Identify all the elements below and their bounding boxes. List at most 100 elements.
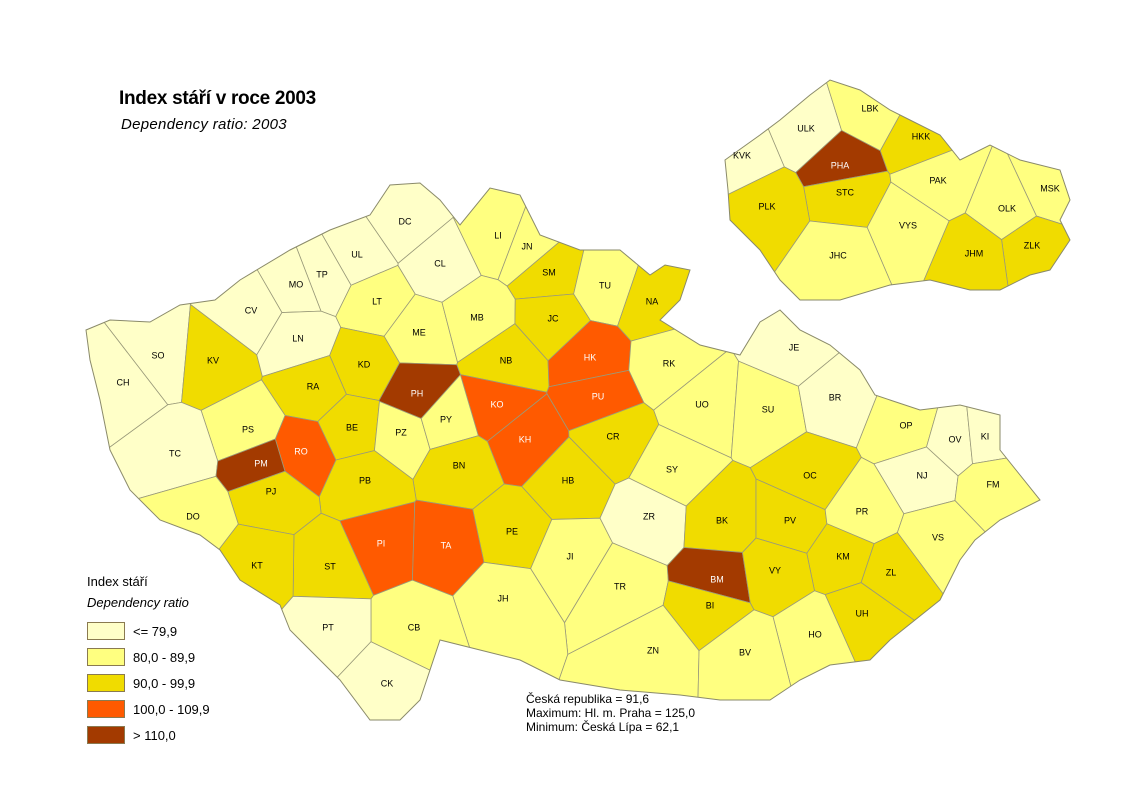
legend-subtitle: Dependency ratio — [87, 595, 189, 610]
district-label: SU — [762, 404, 775, 414]
district-label: MB — [470, 312, 484, 322]
district-label: CR — [607, 431, 620, 441]
district-label: ZN — [647, 645, 659, 655]
region-label: HKK — [912, 131, 931, 141]
district-label: BN — [453, 460, 466, 470]
district-label: PZ — [395, 427, 407, 437]
region-plk — [725, 166, 811, 300]
map-labels: DC CL LI JN UL TP MO CV LT ME MB SM TU NA JC SO CH KV LN KD… — [117, 103, 1060, 688]
region-label: JHC — [829, 250, 847, 260]
district-label: OV — [948, 434, 961, 444]
legend-item: <= 79,9 — [87, 618, 210, 644]
district-label: NJ — [917, 470, 928, 480]
district-label: KV — [207, 355, 219, 365]
map-title: Index stáří v roce 2003 — [119, 88, 316, 109]
district-label: LT — [372, 296, 382, 306]
stat-country: Česká republika = 91,6 — [526, 692, 650, 706]
district-label: CK — [381, 678, 394, 688]
legend-item: > 110,0 — [87, 722, 210, 748]
district-label: PR — [856, 506, 869, 516]
district-label: VY — [769, 565, 781, 575]
legend: Index stáří Dependency ratio <= 79,9 80,… — [87, 574, 210, 748]
district-label: BI — [706, 600, 715, 610]
legend-label: > 110,0 — [133, 727, 176, 743]
legend-swatch — [87, 700, 125, 718]
legend-item: 80,0 - 89,9 — [87, 644, 210, 670]
district-label: PE — [506, 526, 518, 536]
region-label: JHM — [965, 248, 984, 258]
district-label: NA — [646, 296, 659, 306]
district-label: PB — [359, 475, 371, 485]
district-label: TP — [316, 269, 328, 279]
district-label: PT — [322, 622, 334, 632]
region-label: PHA — [831, 160, 850, 170]
district-label: KT — [251, 560, 263, 570]
legend-swatch — [87, 674, 125, 692]
legend-swatch — [87, 622, 125, 640]
region-label: VYS — [899, 220, 917, 230]
district-label: JE — [789, 342, 800, 352]
region-label: STC — [836, 187, 855, 197]
district-label: PJ — [266, 486, 277, 496]
district-label: BR — [829, 392, 842, 402]
district-label: CV — [245, 305, 258, 315]
district-label: BK — [716, 515, 728, 525]
region-label: ZLK — [1024, 240, 1041, 250]
district-label: SO — [151, 350, 164, 360]
district-label: JH — [498, 593, 509, 603]
region-label: ULK — [797, 123, 815, 133]
district-label: PI — [377, 538, 386, 548]
region-label: OLK — [998, 203, 1016, 213]
district-label: ZR — [643, 511, 655, 521]
district-label: PU — [592, 391, 605, 401]
legend-item: 90,0 - 99,9 — [87, 670, 210, 696]
district-label: TC — [169, 448, 181, 458]
district-label: KO — [490, 399, 503, 409]
district-label: KD — [358, 359, 371, 369]
summary-stats: Česká republika = 91,6 Maximum: Hl. m. P… — [526, 692, 695, 734]
district-label: ZL — [886, 567, 897, 577]
district-label: RK — [663, 358, 676, 368]
legend-item: 100,0 - 109,9 — [87, 696, 210, 722]
district-label: KH — [519, 434, 532, 444]
legend-swatch — [87, 648, 125, 666]
district-label: MO — [289, 279, 304, 289]
legend-label: 90,0 - 99,9 — [133, 675, 196, 691]
district-label: DC — [399, 216, 412, 226]
district-label: JC — [548, 313, 560, 323]
district-label: PY — [440, 414, 452, 424]
district-label: SY — [666, 464, 678, 474]
region-zlk — [1001, 215, 1070, 300]
district-label: ME — [412, 327, 426, 337]
district-label: NB — [500, 355, 513, 365]
district-label: PM — [254, 458, 268, 468]
region-label: PLK — [758, 201, 775, 211]
legend-swatch — [87, 726, 125, 744]
region-inset-map — [725, 80, 1070, 300]
region-label: LBK — [861, 103, 878, 113]
district-label: FM — [987, 479, 1000, 489]
district-label: ST — [324, 561, 336, 571]
district-label: LN — [292, 333, 304, 343]
region-label: MSK — [1040, 183, 1060, 193]
legend-title: Index stáří — [87, 574, 148, 589]
district-label: BV — [739, 647, 751, 657]
legend-label: 100,0 - 109,9 — [133, 701, 210, 717]
district-label: CH — [117, 377, 130, 387]
district-label: UO — [695, 399, 709, 409]
district-label: KM — [836, 551, 850, 561]
region-label: KVK — [733, 150, 751, 160]
district-label: TU — [599, 280, 611, 290]
district-label: HO — [808, 629, 822, 639]
district-label: HK — [584, 352, 597, 362]
district-label: CL — [434, 258, 446, 268]
legend-label: <= 79,9 — [133, 623, 178, 639]
district-label: JI — [566, 551, 573, 561]
district-label: BM — [710, 574, 724, 584]
inset-country-outline — [724, 79, 1071, 301]
country-outline — [85, 182, 1041, 721]
district-label: DO — [186, 511, 200, 521]
district-label: TR — [614, 581, 626, 591]
region-label: PAK — [929, 175, 946, 185]
